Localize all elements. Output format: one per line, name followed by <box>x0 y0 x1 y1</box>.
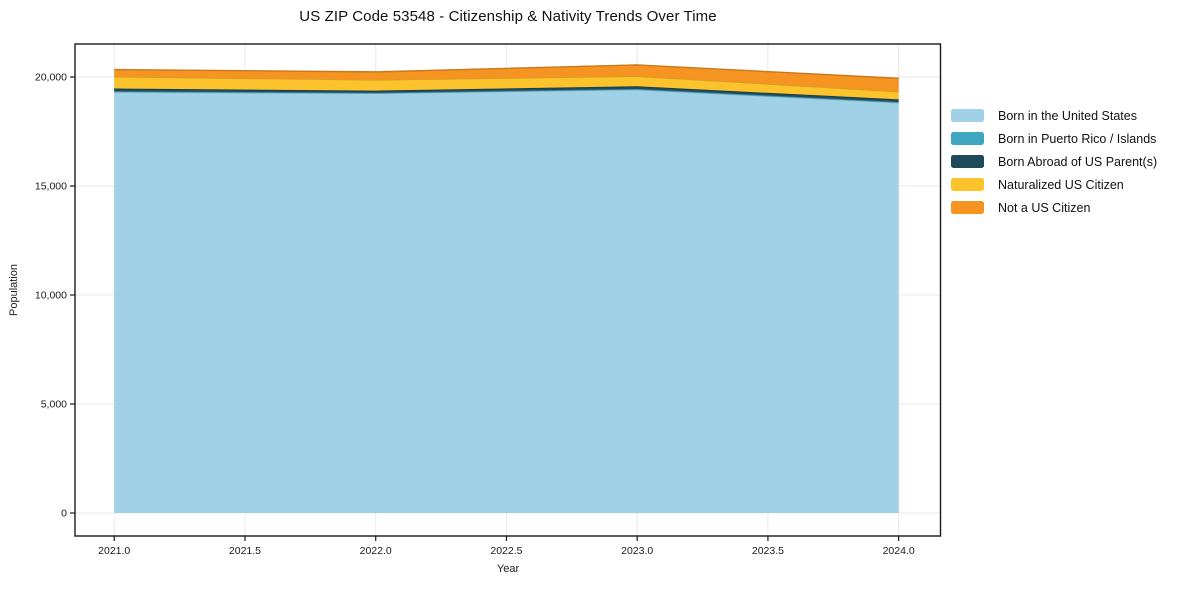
x-tick-label: 2021.0 <box>98 545 130 557</box>
y-tick-label: 15,000 <box>35 181 67 193</box>
legend-item-born-in-the-united-states: Born in the United States <box>951 104 1157 127</box>
plot-border <box>74 43 942 537</box>
y-axis-label: Population <box>8 264 20 316</box>
x-tick-label: 2023.0 <box>621 545 653 557</box>
legend: Born in the United States Born in Puerto … <box>951 104 1157 219</box>
x-tick-label: 2024.0 <box>883 545 915 557</box>
legend-label: Born Abroad of US Parent(s) <box>998 154 1158 169</box>
x-tick-label: 2023.5 <box>752 545 784 557</box>
x-tick-label: 2021.5 <box>229 545 261 557</box>
legend-item-born-abroad-of-us-parent-s: Born Abroad of US Parent(s) <box>951 150 1157 173</box>
legend-swatch <box>951 201 984 214</box>
legend-swatch <box>951 132 984 145</box>
y-tick-label: 10,000 <box>35 290 67 302</box>
area-edge-not-a-us-citizen <box>114 64 899 80</box>
area-born-in-the-united-states <box>114 89 899 514</box>
legend-label: Born in the United States <box>998 108 1137 123</box>
y-tick-label: 5,000 <box>41 399 67 411</box>
legend-item-not-a-us-citizen: Not a US Citizen <box>951 196 1157 219</box>
legend-label: Naturalized US Citizen <box>998 177 1124 192</box>
legend-swatch <box>951 155 984 168</box>
legend-swatch <box>951 178 984 191</box>
x-tick-label: 2022.0 <box>360 545 392 557</box>
area-naturalized-us-citizen <box>114 76 899 100</box>
legend-item-born-in-puerto-rico-islands: Born in Puerto Rico / Islands <box>951 127 1157 150</box>
chart-title: US ZIP Code 53548 - Citizenship & Nativi… <box>299 8 717 25</box>
legend-item-naturalized-us-citizen: Naturalized US Citizen <box>951 173 1157 196</box>
x-tick-label: 2022.5 <box>490 545 522 557</box>
legend-label: Not a US Citizen <box>998 200 1091 215</box>
y-tick-label: 20,000 <box>35 72 67 84</box>
x-axis-label: Year <box>496 563 520 575</box>
legend-swatch <box>951 109 984 122</box>
legend-label: Born in Puerto Rico / Islands <box>998 131 1157 146</box>
y-tick-label: 0 <box>61 508 67 520</box>
